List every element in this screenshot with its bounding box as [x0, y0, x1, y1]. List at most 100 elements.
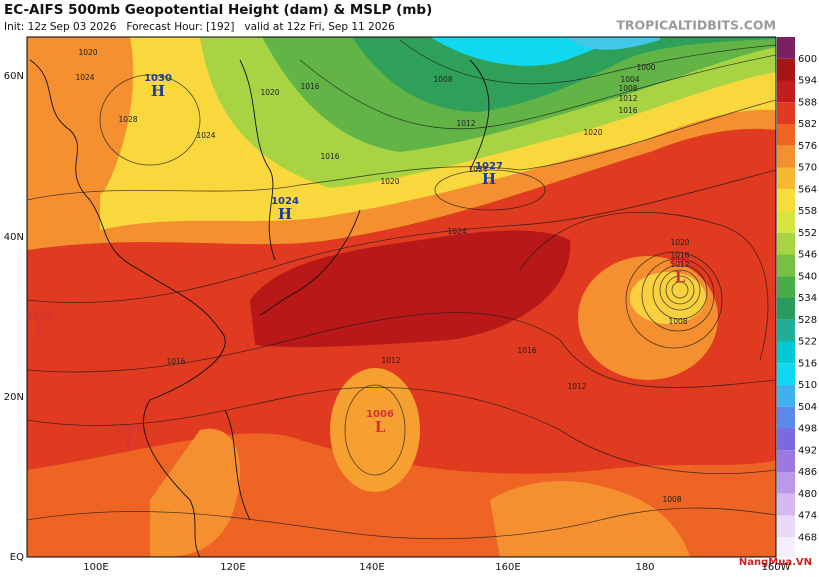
isobar-label: 1020 [670, 238, 689, 247]
colorbar-cell [777, 450, 795, 472]
lat-label: 40N [4, 232, 24, 243]
lat-label: EQ [10, 552, 24, 563]
lon-label: 160E [495, 562, 520, 573]
isobar-label: 1008 [662, 495, 681, 504]
center-value: 1006 [366, 409, 394, 420]
colorbar-label: 564 [798, 184, 817, 195]
lat-label: 20N [4, 392, 24, 403]
center-value: 1008 [116, 424, 144, 435]
colorbar-label: 540 [798, 271, 817, 282]
colorbar-label: 522 [798, 337, 817, 348]
lon-label: 160W [762, 562, 791, 573]
lon-label: 180 [635, 562, 654, 573]
colorbar-label: 492 [798, 445, 817, 456]
colorbar-label: 588 [798, 97, 817, 108]
isobar-label: 1020 [380, 177, 399, 186]
lon-label: 100E [83, 562, 108, 573]
colorbar-label: 546 [798, 250, 817, 261]
isobar-label: 1008 [668, 317, 687, 326]
colorbar-cell [777, 319, 795, 342]
colorbar-label: 510 [798, 380, 817, 391]
colorbar-cell [777, 102, 795, 124]
colorbar-cell [777, 58, 795, 81]
center-letter: L [375, 418, 386, 436]
isobar-label: 1024 [447, 227, 466, 236]
center-letter: L [35, 320, 46, 338]
isobar-label: 1020 [260, 88, 279, 97]
colorbar-label: 558 [798, 206, 817, 217]
isobar-label: 1012 [567, 382, 586, 391]
colorbar-label: 480 [798, 489, 817, 500]
isobar-label: 1028 [118, 115, 137, 124]
isobar-label: 1016 [320, 152, 339, 161]
colorbar-cell [777, 385, 795, 407]
center-value: 1030 [144, 73, 172, 84]
isobar-label: 1008 [618, 84, 637, 93]
colorbar-cell [777, 406, 795, 429]
center-letter: H [482, 170, 496, 188]
colorbar-label: 534 [798, 293, 817, 304]
isobar-label: 1020 [583, 128, 602, 137]
isobar-label: 1012 [618, 94, 637, 103]
subtitle: Init: 12z Sep 03 2026 Forecast Hour: [19… [4, 21, 395, 33]
height-field [27, 37, 776, 557]
colorbar-label: 582 [798, 119, 817, 130]
colorbar-label: 486 [798, 467, 817, 478]
colorbar-label: 498 [798, 424, 817, 435]
colorbar-cell [777, 254, 795, 277]
center-value: 1024 [271, 196, 299, 207]
colorbar-cell [777, 493, 795, 516]
lon-label: 120E [220, 562, 245, 573]
isobar-label: 1024 [196, 131, 215, 140]
colorbar-cell [777, 167, 795, 190]
colorbar-cell [777, 472, 795, 494]
colorbar-cell [777, 124, 795, 146]
isobar-label: 1016 [670, 251, 689, 260]
title: EC-AIFS 500mb Geopotential Height (dam) … [4, 2, 432, 18]
lat-label: 60N [4, 71, 24, 82]
center-value: 1006 [26, 311, 54, 322]
isobar-label: 1012 [670, 260, 689, 269]
isobar-label: 1020 [78, 48, 97, 57]
isobar-label: 1016 [300, 82, 319, 91]
map-frame [26, 36, 777, 558]
center-value: 988 [670, 259, 691, 270]
colorbar-cell [777, 276, 795, 298]
colorbar-cell [777, 145, 795, 168]
isobar-label: 1004 [620, 75, 639, 84]
center-letter: H [151, 82, 165, 100]
isobar-label: 1016 [517, 346, 536, 355]
colorbar-cell [777, 37, 795, 59]
isobar-label: 1000 [636, 63, 655, 72]
colorbar-cell [777, 537, 795, 557]
colorbar-cell [777, 232, 795, 255]
center-letter: H [278, 205, 292, 223]
isobar-label: 1024 [468, 165, 487, 174]
center-letter: L [675, 268, 686, 286]
lon-label: 140E [359, 562, 384, 573]
colorbar-cell [777, 211, 795, 233]
isobar-label: 1024 [75, 73, 94, 82]
colorbar-label: 474 [798, 511, 817, 522]
isobar-label: 1008 [433, 75, 452, 84]
colorbar-cell [777, 80, 795, 103]
isobar-label: 1016 [618, 106, 637, 115]
colorbar-label: 594 [798, 76, 817, 87]
colorbar-label: 552 [798, 228, 817, 239]
isobar-label: 1012 [456, 119, 475, 128]
colorbar-label: 576 [798, 141, 817, 152]
center-value: 1027 [475, 161, 503, 172]
colorbar-cell [777, 298, 795, 320]
center-letter: L [125, 433, 136, 451]
colorbar-label: 570 [798, 163, 817, 174]
logo: NangMua.VN [739, 557, 812, 568]
colorbar-cell [777, 341, 795, 364]
colorbar-label: 468 [798, 532, 817, 543]
colorbar-cell [777, 189, 795, 211]
colorbar-cell [777, 363, 795, 385]
colorbar-label: 528 [798, 315, 817, 326]
colorbar-cell [777, 428, 795, 451]
colorbar-label: 516 [798, 358, 817, 369]
isobar-label: 1012 [381, 356, 400, 365]
